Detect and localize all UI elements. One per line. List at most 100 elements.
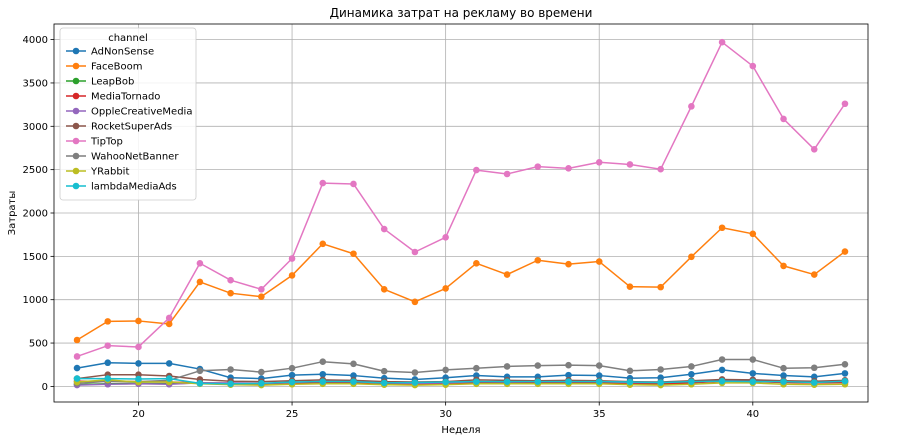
series-line xyxy=(76,226,846,341)
data-point xyxy=(841,360,849,368)
data-point xyxy=(780,372,787,379)
legend-marker xyxy=(72,182,80,190)
data-point xyxy=(565,361,572,369)
series-line xyxy=(76,373,845,383)
data-point xyxy=(473,259,480,267)
legend-marker xyxy=(72,167,80,175)
data-point xyxy=(841,377,849,385)
data-point xyxy=(73,364,81,372)
data-point xyxy=(258,285,265,293)
x-tick-label: 20 xyxy=(132,409,145,420)
legend-item: lambdaMediaAds xyxy=(66,182,177,193)
data-point xyxy=(503,170,511,178)
data-point xyxy=(165,375,173,382)
data-point xyxy=(227,289,234,297)
data-point xyxy=(227,380,234,388)
data-point xyxy=(288,272,296,279)
data-point xyxy=(749,62,757,70)
data-point xyxy=(319,240,327,248)
y-axis-label: Затраты xyxy=(7,191,18,236)
series-line xyxy=(76,41,846,358)
legend-label: RocketSuperAds xyxy=(91,122,172,133)
data-point xyxy=(688,370,695,378)
series-TipTop xyxy=(73,38,849,360)
data-point xyxy=(258,380,265,387)
data-point xyxy=(749,230,757,238)
series-layer xyxy=(73,38,849,389)
data-point xyxy=(473,378,480,385)
data-point xyxy=(718,366,726,374)
x-tick-label: 35 xyxy=(593,409,606,420)
data-point xyxy=(411,369,419,376)
legend-marker xyxy=(72,107,80,115)
legend-item: LeapBob xyxy=(66,77,134,88)
data-point xyxy=(319,179,327,187)
data-point xyxy=(534,378,542,385)
legend-title: channel xyxy=(108,33,148,44)
data-point xyxy=(718,377,726,385)
data-point xyxy=(626,367,634,375)
y-tick-label: 0 xyxy=(42,382,48,393)
data-point xyxy=(503,363,511,370)
data-point xyxy=(442,366,449,374)
data-point xyxy=(626,378,634,386)
data-point xyxy=(135,343,142,351)
legend-box xyxy=(59,27,197,201)
data-point xyxy=(411,298,419,306)
data-point xyxy=(534,362,542,369)
data-point xyxy=(104,318,112,325)
data-point xyxy=(411,379,419,386)
x-tick-label: 25 xyxy=(286,409,299,420)
legend-item: MediaTornado xyxy=(66,92,160,103)
data-point xyxy=(565,378,572,385)
data-point xyxy=(165,320,173,328)
data-point xyxy=(565,165,572,172)
data-point xyxy=(196,278,204,286)
x-tick-label: 30 xyxy=(439,409,452,420)
data-point xyxy=(503,271,511,278)
legend-marker xyxy=(72,137,80,145)
legend-label: MediaTornado xyxy=(91,92,160,103)
data-point xyxy=(135,360,142,367)
series-FaceBoom xyxy=(73,224,849,344)
data-point xyxy=(319,358,327,365)
data-point xyxy=(380,367,388,375)
data-point xyxy=(288,255,296,262)
data-point xyxy=(135,317,142,325)
data-point xyxy=(165,360,173,367)
data-point xyxy=(688,253,695,261)
data-point xyxy=(810,145,818,153)
data-point xyxy=(442,378,449,386)
data-point xyxy=(104,359,112,367)
data-point xyxy=(749,370,757,377)
data-point xyxy=(595,378,603,385)
data-point xyxy=(73,353,81,360)
y-tick-label: 4000 xyxy=(23,35,48,46)
data-point xyxy=(688,378,695,385)
legend-marker xyxy=(72,47,80,55)
data-point xyxy=(595,258,603,265)
legend-item: TipTop xyxy=(66,137,123,148)
y-tick-label: 500 xyxy=(29,339,48,350)
data-point xyxy=(780,364,787,372)
y-axis-ticks: 0 500 1000 1500 2000 2500 3000 3500 4000 xyxy=(23,35,54,393)
data-point xyxy=(104,342,112,349)
data-point xyxy=(626,161,634,168)
legend-item: YRabbit xyxy=(66,167,129,178)
data-point xyxy=(442,233,449,241)
data-point xyxy=(442,285,449,292)
legend-item: FaceBoom xyxy=(66,62,142,73)
data-point xyxy=(810,271,818,278)
data-point xyxy=(780,378,787,385)
data-point xyxy=(350,360,357,368)
series-lambdaMediaAds xyxy=(73,375,849,388)
data-point xyxy=(595,362,603,369)
data-point xyxy=(73,375,81,382)
data-point xyxy=(565,260,572,268)
legend-label: FaceBoom xyxy=(91,62,142,73)
legend-marker xyxy=(72,152,80,160)
legend-item: OppleCreativeMedia xyxy=(66,107,192,118)
data-point xyxy=(749,356,757,363)
data-point xyxy=(657,165,664,173)
data-point xyxy=(718,356,726,363)
